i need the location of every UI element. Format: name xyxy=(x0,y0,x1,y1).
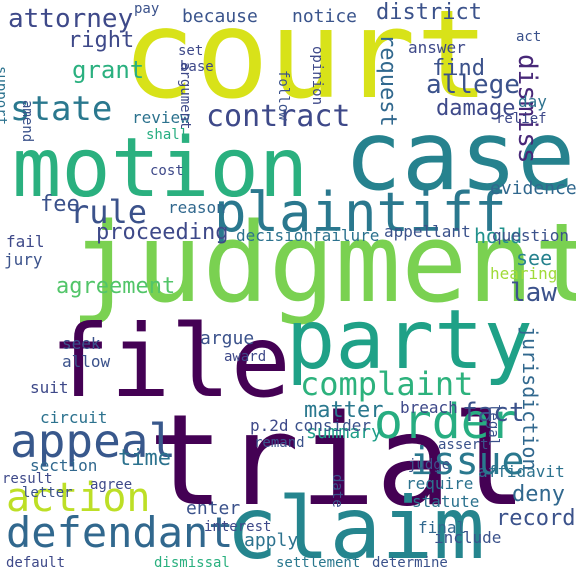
word: right xyxy=(68,28,135,53)
word: case xyxy=(344,100,576,212)
word: answer xyxy=(408,38,466,57)
word: interest xyxy=(204,519,272,535)
word: jurisdiction xyxy=(518,326,542,471)
word: circuit xyxy=(40,408,108,427)
word: judgment xyxy=(70,199,576,327)
word: affidavit xyxy=(478,462,565,481)
word: default xyxy=(6,555,66,571)
word: result xyxy=(2,471,53,487)
word: time xyxy=(118,446,171,471)
word: notice xyxy=(292,6,358,27)
word: contract xyxy=(206,99,351,134)
word: agree xyxy=(90,477,133,493)
word: opinion xyxy=(309,46,325,106)
word: fact xyxy=(462,398,525,428)
word: include xyxy=(434,528,502,547)
word: complaint xyxy=(300,365,474,403)
word: fee xyxy=(40,192,80,217)
word: claim xyxy=(226,479,485,576)
word: file xyxy=(50,303,291,420)
word: evidence xyxy=(490,178,576,199)
word: set xyxy=(178,43,204,59)
word: section xyxy=(30,456,98,475)
word: day xyxy=(518,92,547,111)
word: damage xyxy=(436,96,516,121)
word: assert xyxy=(438,437,489,453)
word: request xyxy=(375,34,400,127)
word: argue xyxy=(200,328,255,349)
word: award xyxy=(224,349,267,365)
word: deny xyxy=(512,482,565,507)
word: reason xyxy=(168,198,226,217)
word: summary xyxy=(306,422,382,443)
word: law xyxy=(510,278,557,308)
word: party xyxy=(286,293,533,388)
word: dismissal xyxy=(154,555,230,571)
word: suit xyxy=(30,378,69,397)
word: issue xyxy=(410,439,525,483)
word: see xyxy=(516,246,553,270)
word: seek xyxy=(62,334,101,353)
word: state xyxy=(10,89,113,129)
word: appellant xyxy=(384,222,471,241)
word: remand xyxy=(254,435,305,451)
word: district xyxy=(376,0,482,25)
word: support xyxy=(0,66,9,126)
word: pay xyxy=(134,1,160,17)
word: find xyxy=(432,56,485,81)
word: action xyxy=(6,475,151,521)
word: judge xyxy=(408,457,451,473)
word: defendant xyxy=(6,508,234,557)
word: date xyxy=(329,474,345,508)
word: trial xyxy=(148,387,528,534)
word: hold xyxy=(474,224,523,248)
word: proceeding xyxy=(96,220,229,245)
word: appeal xyxy=(10,414,177,468)
word: allege xyxy=(426,70,520,100)
word: consider xyxy=(294,416,372,435)
word: final xyxy=(418,518,467,537)
word: act xyxy=(516,29,542,45)
word: require xyxy=(406,474,474,493)
word: settlement xyxy=(276,555,361,571)
word: review xyxy=(132,108,190,127)
word: apply xyxy=(244,530,299,551)
word: relief xyxy=(496,111,547,127)
word: follow xyxy=(275,70,291,121)
word: rule xyxy=(70,193,148,231)
word: jury xyxy=(4,250,43,269)
word: order xyxy=(374,394,519,450)
word: cost xyxy=(150,163,184,179)
word: decision xyxy=(236,226,314,245)
word: enter xyxy=(186,498,241,519)
word: because xyxy=(182,6,258,27)
word: attorney xyxy=(8,4,134,34)
word: grant xyxy=(72,56,145,84)
word: court xyxy=(122,0,490,126)
word: shall xyxy=(146,127,189,143)
word: letter xyxy=(22,485,73,501)
word: matter xyxy=(304,398,384,423)
word: p.2d xyxy=(250,416,289,435)
word: fail xyxy=(6,232,45,251)
word: breach xyxy=(400,398,458,417)
word: hearing xyxy=(490,264,558,283)
word: failure xyxy=(312,226,380,245)
word: base xyxy=(180,59,214,75)
word: allow xyxy=(62,352,111,371)
word: motion xyxy=(12,121,309,216)
word: question xyxy=(492,226,570,245)
word: amend xyxy=(19,100,35,143)
word: plaintiff xyxy=(214,181,507,244)
word: agreement xyxy=(56,274,176,299)
word: statute xyxy=(412,492,480,511)
word: record xyxy=(496,506,576,531)
word: determine xyxy=(372,555,448,571)
